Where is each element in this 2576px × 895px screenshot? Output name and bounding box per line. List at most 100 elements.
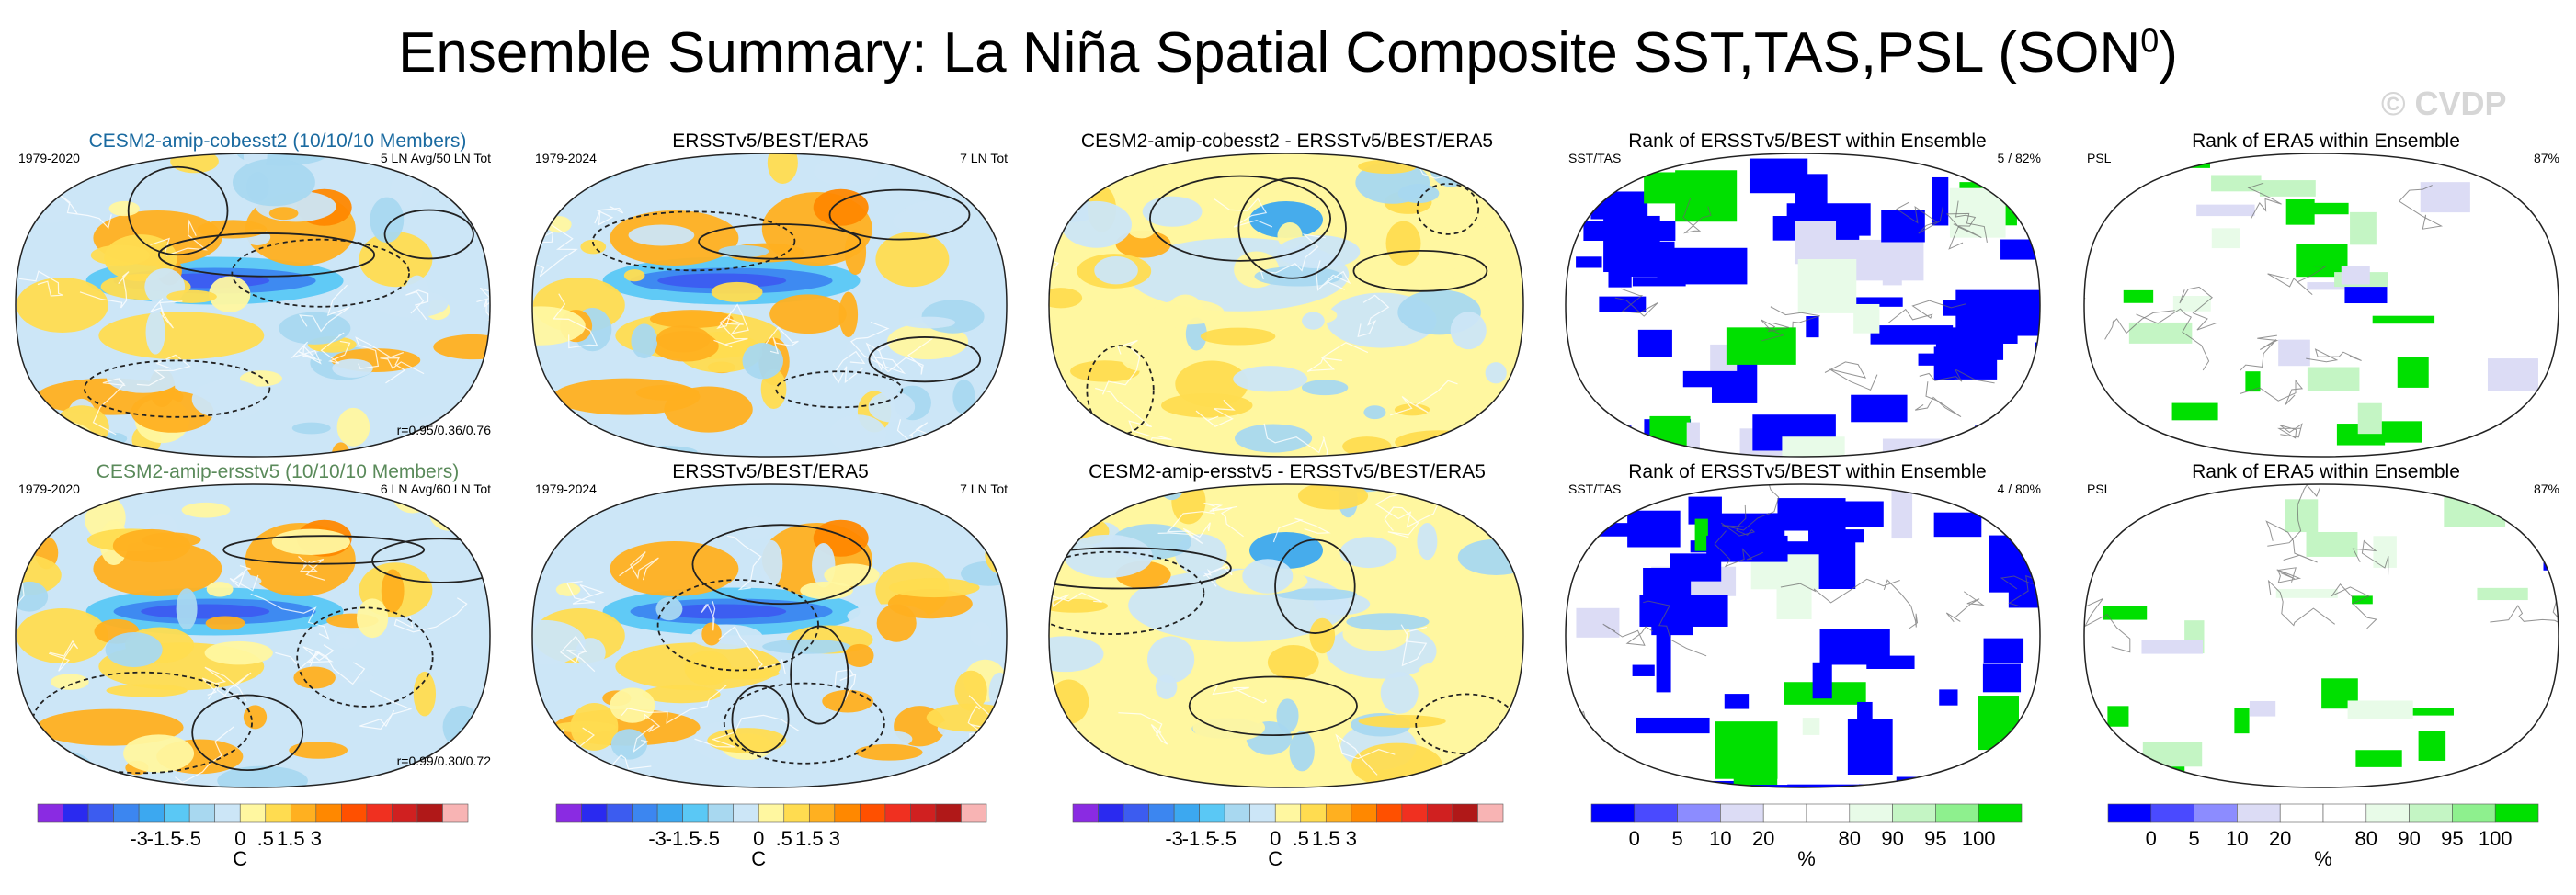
panel-title: CESM2-amip-cobesst2 - ERSSTv5/BEST/ERA5	[1080, 130, 1494, 152]
colorbar-swatch	[2365, 803, 2410, 823]
colorbar-swatch	[1477, 803, 1504, 823]
colorbar-swatch	[164, 803, 190, 823]
panel-events: 7 LN Tot	[960, 151, 1008, 165]
cvdp-watermark: © CVDP	[2381, 85, 2507, 122]
colorbar-swatch	[341, 803, 368, 823]
colorbar-swatch	[935, 803, 962, 823]
panel-period: SST/TAS	[1568, 481, 1622, 496]
colorbar	[1590, 803, 2023, 823]
colorbar-tick-label: 100	[2478, 827, 2513, 850]
colorbar-swatch	[834, 803, 861, 823]
colorbar-tick-label: 0	[2145, 827, 2157, 850]
colorbar-tick-label: 0	[234, 827, 246, 850]
colorbar-swatch	[1199, 803, 1225, 823]
figure-title: Ensemble Summary: La Niña Spatial Compos…	[398, 21, 2178, 85]
colorbar-tick-label: 1.5	[794, 827, 824, 850]
colorbar-swatch	[2194, 803, 2238, 823]
panel-events: 5 / 82%	[1997, 151, 2041, 165]
colorbar-tick-label: -1.5	[1181, 827, 1217, 850]
panel-events: 7 LN Tot	[960, 481, 1008, 496]
colorbar-swatch	[188, 803, 216, 823]
panel-correlation: r=0.95/0.36/0.76	[396, 423, 491, 437]
colorbar-swatch	[214, 803, 241, 823]
map-panel-rankpsl	[2083, 483, 2559, 788]
colorbar-tick-label: 3	[310, 827, 322, 850]
colorbar-swatch	[1720, 803, 1764, 823]
colorbar-tick-label: -1.5	[146, 827, 182, 850]
panel-title: CESM2-amip-cobesst2 (10/10/10 Members)	[88, 130, 467, 152]
colorbar-swatch	[758, 803, 785, 823]
panel-period: PSL	[2087, 151, 2112, 165]
panel-title: Rank of ERSSTv5/BEST within Ensemble	[1628, 130, 1987, 152]
colorbar-swatch	[1978, 803, 2023, 823]
colorbar-swatch	[1401, 803, 1428, 823]
colorbar-swatch	[808, 803, 836, 823]
colorbar-tick-label: 20	[2268, 827, 2292, 850]
colorbar	[37, 803, 469, 823]
colorbar-swatch	[315, 803, 342, 823]
colorbar-swatch	[1274, 803, 1302, 823]
colorbar-swatch	[1300, 803, 1327, 823]
colorbar-unit-label: %	[1797, 847, 1816, 870]
colorbar-unit-label: C	[233, 847, 248, 870]
colorbar-swatch	[2237, 803, 2281, 823]
colorbar-swatch	[2150, 803, 2194, 823]
panel-period: 1979-2024	[535, 481, 597, 496]
colorbar-tick-label: -.5	[1213, 827, 1237, 850]
colorbar-swatch	[392, 803, 418, 823]
colorbar-swatch	[1590, 803, 1636, 823]
colorbar-tick-label: 80	[1838, 827, 1862, 850]
colorbar-swatch	[1677, 803, 1721, 823]
colorbar-tick-label: 3	[1345, 827, 1357, 850]
colorbar-swatch	[581, 803, 608, 823]
panel-title: Rank of ERA5 within Ensemble	[2192, 130, 2460, 152]
colorbar-swatch	[138, 803, 165, 823]
panel-period: 1979-2020	[18, 481, 80, 496]
colorbar-swatch	[2452, 803, 2496, 823]
colorbar-tick-label: .5	[775, 827, 792, 850]
panel-title: ERSSTv5/BEST/ERA5	[672, 130, 869, 152]
colorbar-swatch	[1634, 803, 1678, 823]
colorbar-tick-label: 80	[2354, 827, 2378, 850]
colorbar-swatch	[113, 803, 140, 823]
colorbar-tick-label: .5	[1292, 827, 1309, 850]
colorbar-swatch	[2494, 803, 2539, 823]
panel-events: 87%	[2533, 481, 2559, 496]
colorbar-swatch	[2322, 803, 2367, 823]
colorbar-swatch	[442, 803, 469, 823]
colorbar-swatch	[265, 803, 291, 823]
colorbar	[1072, 803, 1504, 823]
colorbar-unit-label: %	[2314, 847, 2332, 870]
map-panel-rank	[1565, 153, 2041, 458]
colorbar-tick-label: 10	[1709, 827, 1732, 850]
colorbar-tick-label: 1.5	[1311, 827, 1340, 850]
panel-title: ERSSTv5/BEST/ERA5	[672, 461, 869, 482]
colorbar-swatch	[1935, 803, 1979, 823]
colorbar-swatch	[707, 803, 735, 823]
colorbar-swatch	[416, 803, 443, 823]
colorbar-swatch	[606, 803, 633, 823]
panel-period: 1979-2020	[18, 151, 80, 165]
colorbar-swatch	[1427, 803, 1453, 823]
colorbar-swatch	[961, 803, 987, 823]
panel-title: Rank of ERSSTv5/BEST within Ensemble	[1628, 461, 1987, 482]
colorbar-tick-label: 0	[753, 827, 765, 850]
colorbar-tick-label: -3	[648, 827, 667, 850]
map-panel-composite	[15, 483, 491, 788]
panel-title: Rank of ERA5 within Ensemble	[2192, 461, 2460, 482]
map-panel-composite	[15, 153, 491, 458]
colorbar-swatch	[1351, 803, 1377, 823]
colorbar-tick-label: -.5	[696, 827, 721, 850]
panel-events: 87%	[2533, 151, 2559, 165]
colorbar-swatch	[1173, 803, 1200, 823]
colorbar-tick-label: 10	[2226, 827, 2249, 850]
colorbar-swatch	[910, 803, 937, 823]
map-panel-rank	[1565, 483, 2041, 788]
colorbar-swatch	[1148, 803, 1175, 823]
colorbar-tick-label: 5	[1671, 827, 1683, 850]
colorbar-swatch	[87, 803, 114, 823]
colorbar-swatch	[1249, 803, 1276, 823]
colorbar-tick-label: 5	[2188, 827, 2200, 850]
colorbar-tick-label: .5	[256, 827, 274, 850]
map-panel-rankpsl	[2083, 153, 2559, 458]
